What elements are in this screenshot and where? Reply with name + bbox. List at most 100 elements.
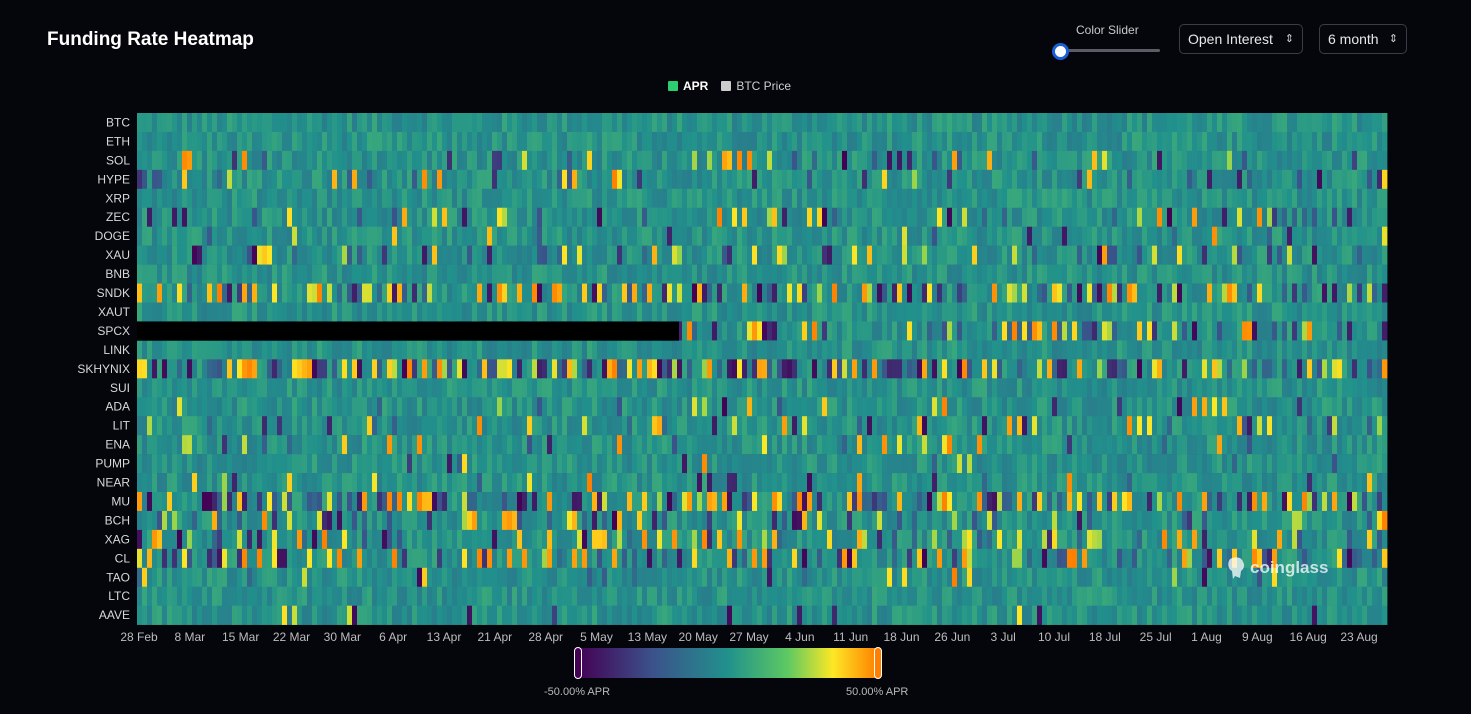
heatmap-cell[interactable] — [377, 454, 383, 474]
heatmap-cell[interactable] — [897, 416, 903, 436]
heatmap-cell[interactable] — [767, 113, 773, 133]
heatmap-cell[interactable] — [687, 473, 693, 493]
heatmap-cell[interactable] — [667, 340, 673, 360]
heatmap-cell[interactable] — [457, 397, 463, 417]
heatmap-cell[interactable] — [277, 302, 283, 322]
heatmap-cell[interactable] — [722, 473, 728, 493]
heatmap-cell[interactable] — [1187, 397, 1193, 417]
heatmap-cell[interactable] — [147, 226, 153, 246]
heatmap-cell[interactable] — [642, 340, 648, 360]
heatmap-cell[interactable] — [437, 113, 443, 133]
heatmap-cell[interactable] — [912, 302, 918, 322]
heatmap-cell[interactable] — [922, 416, 928, 436]
heatmap-cell[interactable] — [237, 359, 243, 379]
heatmap-cell[interactable] — [487, 454, 493, 474]
heatmap-cell[interactable] — [867, 473, 873, 493]
heatmap-cell[interactable] — [807, 113, 813, 133]
heatmap-cell[interactable] — [1002, 245, 1008, 265]
heatmap-cell[interactable] — [1097, 435, 1103, 455]
heatmap-cell[interactable] — [512, 131, 518, 152]
heatmap-cell[interactable] — [1072, 340, 1078, 360]
heatmap-cell[interactable] — [282, 359, 288, 379]
heatmap-cell[interactable] — [742, 188, 748, 209]
heatmap-cell[interactable] — [482, 359, 488, 379]
heatmap-cell[interactable] — [787, 264, 793, 284]
heatmap-cell[interactable] — [617, 340, 623, 360]
heatmap-cell[interactable] — [772, 397, 778, 417]
heatmap-cell[interactable] — [727, 416, 733, 436]
heatmap-cell[interactable] — [1197, 226, 1203, 246]
heatmap-cell[interactable] — [1187, 416, 1193, 436]
heatmap-cell[interactable] — [1087, 150, 1093, 171]
heatmap-cell[interactable] — [247, 150, 253, 171]
heatmap-cell[interactable] — [862, 207, 868, 227]
heatmap-cell[interactable] — [767, 397, 773, 417]
heatmap-cell[interactable] — [232, 473, 238, 493]
heatmap-cell[interactable] — [1337, 435, 1343, 455]
heatmap-cell[interactable] — [327, 188, 333, 209]
heatmap-cell[interactable] — [262, 435, 268, 455]
heatmap-cell[interactable] — [187, 188, 193, 209]
heatmap-cell[interactable] — [1177, 131, 1183, 152]
heatmap-cell[interactable] — [1057, 226, 1063, 246]
heatmap-cell[interactable] — [1137, 245, 1143, 265]
heatmap-cell[interactable] — [542, 359, 548, 379]
heatmap-cell[interactable] — [377, 131, 383, 152]
heatmap-cell[interactable] — [1332, 435, 1338, 455]
heatmap-cell[interactable] — [247, 454, 253, 474]
heatmap-cell[interactable] — [212, 473, 218, 493]
heatmap-cell[interactable] — [457, 245, 463, 265]
heatmap-cell[interactable] — [1317, 283, 1323, 303]
heatmap-cell[interactable] — [607, 454, 613, 474]
heatmap-cell[interactable] — [1112, 416, 1118, 436]
heatmap-cell[interactable] — [942, 245, 948, 265]
heatmap-cell[interactable] — [857, 473, 863, 493]
heatmap-cell[interactable] — [507, 226, 513, 246]
heatmap-cell[interactable] — [1007, 378, 1013, 398]
heatmap-cell[interactable] — [907, 454, 913, 474]
heatmap-cell[interactable] — [167, 113, 173, 133]
heatmap-cell[interactable] — [692, 188, 698, 209]
heatmap-cell[interactable] — [1327, 131, 1333, 152]
heatmap-cell[interactable] — [677, 340, 683, 360]
heatmap-cell[interactable] — [887, 207, 893, 227]
heatmap-cell[interactable] — [1182, 245, 1188, 265]
heatmap-cell[interactable] — [837, 283, 843, 303]
heatmap-cell[interactable] — [602, 340, 608, 360]
heatmap-cell[interactable] — [707, 340, 713, 360]
heatmap-cell[interactable] — [1082, 283, 1088, 303]
heatmap-cell[interactable] — [1072, 169, 1078, 190]
heatmap-cell[interactable] — [712, 454, 718, 474]
heatmap-cell[interactable] — [522, 454, 528, 474]
heatmap-cell[interactable] — [427, 397, 433, 417]
heatmap-cell[interactable] — [872, 340, 878, 360]
heatmap-cell[interactable] — [817, 378, 823, 398]
heatmap-cell[interactable] — [847, 321, 853, 341]
heatmap-cell[interactable] — [1232, 283, 1238, 303]
heatmap-cell[interactable] — [677, 302, 683, 322]
heatmap-cell[interactable] — [372, 378, 378, 398]
heatmap-cell[interactable] — [1232, 188, 1238, 209]
heatmap-cell[interactable] — [897, 435, 903, 455]
heatmap-cell[interactable] — [1187, 226, 1193, 246]
heatmap-cell[interactable] — [1207, 245, 1213, 265]
heatmap-cell[interactable] — [552, 150, 558, 171]
heatmap-cell[interactable] — [462, 188, 468, 209]
heatmap-cell[interactable] — [762, 113, 768, 133]
heatmap-cell[interactable] — [207, 435, 213, 455]
heatmap-cell[interactable] — [517, 340, 523, 360]
heatmap-cell[interactable] — [972, 245, 978, 265]
heatmap-cell[interactable] — [157, 169, 163, 190]
heatmap-cell[interactable] — [1337, 188, 1343, 209]
heatmap-cell[interactable] — [447, 169, 453, 190]
heatmap-cell[interactable] — [1307, 226, 1313, 246]
heatmap-cell[interactable] — [1132, 207, 1138, 227]
heatmap-cell[interactable] — [497, 359, 503, 379]
heatmap-cell[interactable] — [702, 397, 708, 417]
heatmap-cell[interactable] — [712, 321, 718, 341]
heatmap-cell[interactable] — [637, 207, 643, 227]
heatmap-cell[interactable] — [817, 416, 823, 436]
heatmap-cell[interactable] — [787, 473, 793, 493]
heatmap-cell[interactable] — [267, 113, 273, 133]
heatmap-cell[interactable] — [552, 113, 558, 133]
